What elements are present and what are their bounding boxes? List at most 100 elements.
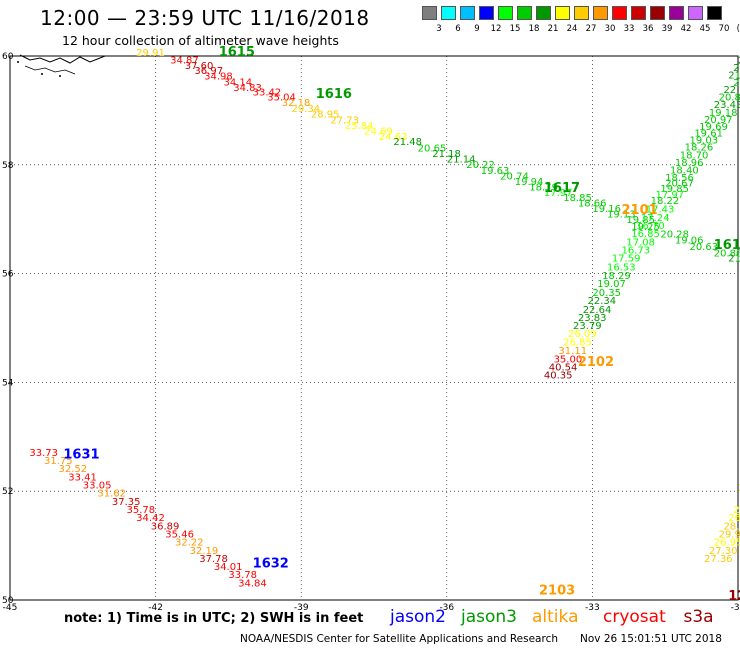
- swh-point-label: 16.73: [622, 245, 651, 256]
- scale-label: 70: [718, 24, 730, 34]
- swh-point-label: 36.89: [151, 521, 180, 532]
- swh-point-label: 23.83: [578, 313, 607, 324]
- scale-label: 18: [528, 24, 540, 34]
- scale-label: 12: [490, 24, 502, 34]
- swh-point-label: 20.65: [418, 144, 447, 155]
- swh-point-label: 32.22: [175, 538, 204, 549]
- swh-point-label: 19.85: [626, 215, 655, 226]
- swh-point-label: 16.53: [607, 262, 636, 273]
- swh-point-label: 20.67: [665, 179, 694, 190]
- scale-swatch: [517, 6, 532, 20]
- swh-point-label: 17.24: [641, 213, 670, 224]
- swh-point-label: 24.69: [364, 126, 393, 137]
- swh-point-label: 17.43: [646, 205, 675, 216]
- track-time-label: 1616: [316, 87, 352, 102]
- swh-point-label: 19.03: [689, 136, 718, 147]
- scale-label: 39: [661, 24, 673, 34]
- satellite-legend-altika: altika: [532, 607, 579, 627]
- scale-label: 36: [642, 24, 654, 34]
- lon-tick-label: -42: [148, 603, 163, 613]
- swh-point-label: 22.34: [588, 296, 617, 307]
- swh-point-label: 18.40: [670, 166, 699, 177]
- swh-point-label: 18.70: [680, 150, 709, 161]
- swh-point-label: 18.56: [665, 173, 694, 184]
- swh-point-label: 20.63: [689, 242, 718, 253]
- swh-point-label: 19.85: [660, 184, 689, 195]
- swh-point-label: 36.97: [194, 66, 223, 77]
- swh-point-label: 27.30: [709, 546, 738, 557]
- swh-point-label: 19.16: [592, 204, 621, 215]
- greenland-coastline: [17, 54, 106, 77]
- swh-point-label: 20.74: [500, 171, 529, 182]
- swh-point-label: 23.79: [573, 321, 602, 332]
- scale-swatch: [688, 6, 703, 20]
- satellite-legend-jason3: jason3: [461, 607, 517, 627]
- swh-point-label: 40.54: [549, 362, 578, 373]
- scale-swatch: [441, 6, 456, 20]
- swh-point-label: 24.63: [379, 132, 408, 143]
- scale-swatch: [650, 6, 665, 20]
- scale-swatch: [593, 6, 608, 20]
- scale-label: 15: [509, 24, 521, 34]
- lat-tick-label: 58: [2, 161, 14, 171]
- swh-point-label: 29.91: [136, 48, 165, 59]
- footnote: note: 1) Time is in UTC; 2) SWH is in fe…: [64, 611, 364, 626]
- swh-point-label: 23.43: [714, 100, 740, 111]
- swh-point-label: 33.41: [68, 472, 97, 483]
- swh-point-label: 21.14: [447, 155, 476, 166]
- lat-tick-label: 56: [2, 270, 14, 280]
- swh-point-label: 21.83: [738, 56, 740, 67]
- swh-point-label: 32.18: [282, 98, 311, 109]
- swh-point-label: 22.32: [723, 85, 740, 96]
- swh-point-label: 26.73: [733, 505, 740, 516]
- lat-tick-label: 50: [2, 596, 14, 606]
- credit: NOAA/NESDIS Center for Satellite Applica…: [240, 633, 558, 645]
- satellite-legend-cryosat: cryosat: [603, 607, 666, 627]
- swh-point-label: 22.64: [583, 305, 612, 316]
- scale-swatch: [631, 6, 646, 20]
- scale-label: 45: [699, 24, 711, 34]
- swh-point-label: 34.01: [214, 562, 243, 573]
- swh-point-label: 17.59: [612, 254, 641, 265]
- swh-point-label: 19.94: [515, 177, 544, 188]
- scale-label: 24: [566, 24, 578, 34]
- swh-point-label: 27.73: [330, 115, 359, 126]
- scale-swatch: [574, 6, 589, 20]
- swh-point-label: 19.07: [597, 279, 626, 290]
- swh-point-label: 32.52: [59, 464, 88, 475]
- track-time-label: 1244: [728, 589, 740, 604]
- swh-point-label: 33.73: [29, 448, 58, 459]
- track-time-label: 1618: [714, 238, 740, 253]
- swh-point-label: 33.42: [253, 88, 282, 99]
- swh-point-label: 19.69: [699, 122, 728, 133]
- swh-point-label: 18.26: [685, 143, 714, 154]
- track-time-label: 1631: [63, 448, 99, 463]
- lon-tick-label: -30: [731, 603, 740, 613]
- swh-point-label: 19.63: [481, 166, 510, 177]
- swh-point-label: 32.19: [190, 546, 219, 557]
- swh-point-label: 21.14: [728, 254, 740, 265]
- swh-point-label: 35.00: [554, 354, 583, 365]
- swh-point-label: 18.29: [602, 271, 631, 282]
- swh-point-label: 29.91: [719, 529, 740, 540]
- swh-point-label: 37.35: [112, 497, 141, 508]
- scale-swatch: [536, 6, 551, 20]
- scale-swatch: [555, 6, 570, 20]
- swh-point-label: 20.35: [592, 288, 621, 299]
- lat-tick-label: 54: [2, 378, 14, 388]
- lat-tick-label: 60: [2, 52, 14, 62]
- swh-point-label: 29.34: [291, 104, 320, 115]
- swh-point-label: 31.11: [558, 346, 587, 357]
- swh-point-label: 31.75: [44, 456, 73, 467]
- lon-tick-label: -36: [439, 603, 454, 613]
- timestamp: Nov 26 15:01:51 UTC 2018: [580, 633, 722, 645]
- track-time-label: 1617: [544, 181, 580, 196]
- swh-point-label: 21.48: [393, 137, 422, 148]
- scale-swatch: [479, 6, 494, 20]
- track-time-label: 2102: [578, 355, 614, 370]
- satellite-legend-jason2: jason2: [390, 607, 446, 627]
- swh-point-label: 31.62: [97, 489, 126, 500]
- swh-point-label: 37.78: [199, 554, 228, 565]
- swh-point-label: 18.79: [529, 182, 558, 193]
